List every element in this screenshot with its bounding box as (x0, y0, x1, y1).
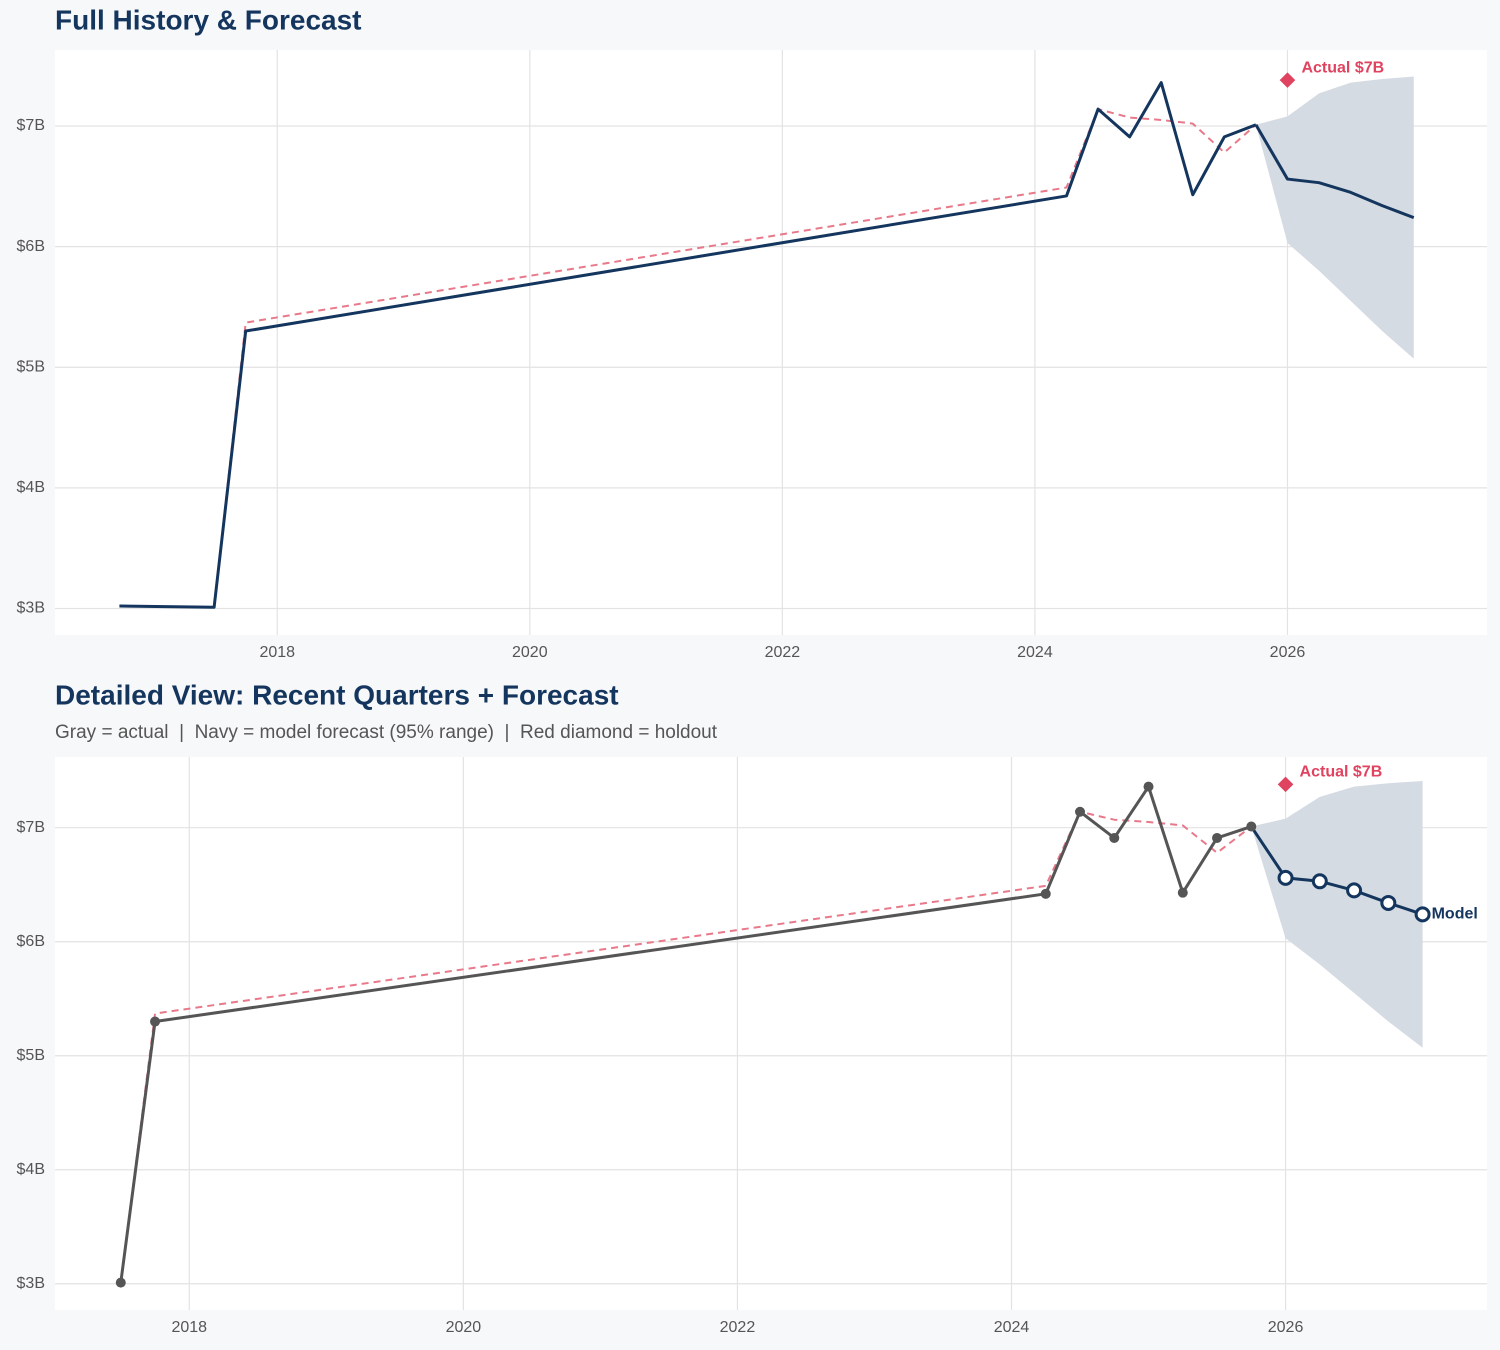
y-tick-label: $3B (17, 1275, 45, 1292)
chart-subtitle: Gray = actual | Navy = model forecast (9… (55, 722, 718, 743)
x-tick-label: 2022 (765, 644, 801, 661)
series-label: Model (1432, 906, 1478, 923)
value-label: Actual $7B (1301, 59, 1384, 76)
y-tick-label: $6B (17, 933, 45, 950)
point-marker (1040, 888, 1051, 899)
point-marker (1177, 887, 1188, 898)
point-marker (1277, 869, 1294, 886)
y-tick-label: $5B (17, 1047, 45, 1064)
point-marker (1075, 806, 1086, 817)
x-tick-label: 2024 (1017, 644, 1053, 661)
point-marker (1143, 781, 1154, 792)
point-marker (1311, 873, 1328, 890)
x-tick-label: 2024 (994, 1319, 1030, 1336)
y-tick-label: $3B (17, 600, 45, 617)
holdout-marker (1277, 776, 1294, 793)
plot-area (55, 50, 1487, 635)
x-tick-label: 2022 (720, 1319, 756, 1336)
y-tick-label: $4B (17, 479, 45, 496)
x-tick-label: 2026 (1270, 644, 1306, 661)
point-marker (1212, 832, 1223, 843)
x-tick-label: 2020 (446, 1319, 482, 1336)
x-tick-label: 2018 (171, 1319, 207, 1336)
x-tick-label: 2020 (512, 644, 548, 661)
series-line (119, 810, 1252, 1283)
point-marker (1346, 882, 1363, 899)
point-marker (1380, 894, 1397, 911)
chart-title: Detailed View: Recent Quarters + Forecas… (55, 679, 619, 710)
value-label: Actual $7B (1300, 764, 1383, 781)
point-marker (1246, 821, 1257, 832)
y-tick-label: $7B (17, 819, 45, 836)
x-tick-label: 2018 (259, 644, 295, 661)
y-tick-label: $5B (17, 358, 45, 375)
forecast-band (1255, 76, 1414, 359)
x-tick-label: 2026 (1268, 1319, 1304, 1336)
chart-title: Full History & Forecast (55, 4, 362, 35)
point-marker (150, 1016, 161, 1027)
holdout-marker (1279, 72, 1296, 88)
series-line (119, 81, 1257, 609)
y-tick-label: $6B (17, 238, 45, 255)
point-marker (115, 1277, 126, 1288)
y-tick-label: $7B (17, 117, 45, 134)
forecast-band (1251, 780, 1423, 1048)
y-tick-label: $4B (17, 1161, 45, 1178)
series-line (1254, 124, 1415, 220)
plot-area (55, 757, 1487, 1310)
point-marker (1109, 832, 1120, 843)
point-marker (1414, 906, 1431, 923)
